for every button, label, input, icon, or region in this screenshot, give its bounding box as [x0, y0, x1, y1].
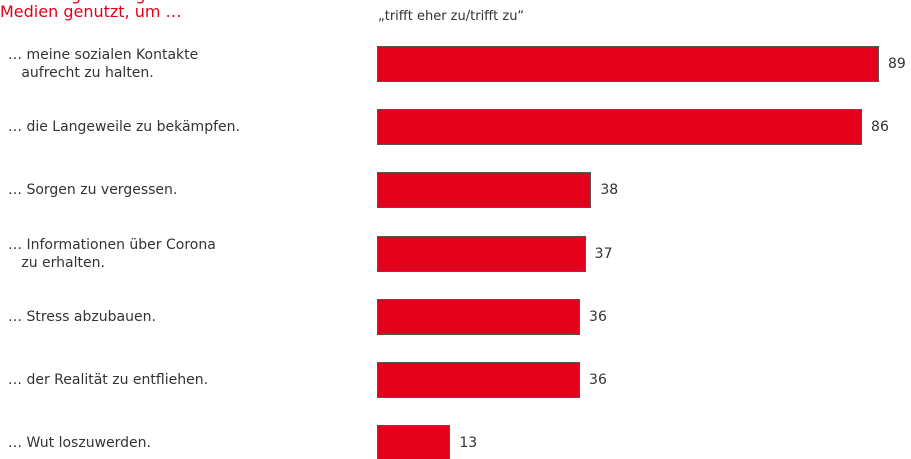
value-label: 89 [887, 56, 906, 72]
category-label: … Informationen über Corona zu erhalten. [8, 236, 216, 271]
category-label: … Stress abzubauen. [8, 308, 156, 325]
category-label: … Wut loszuwerden. [8, 435, 151, 452]
bar [377, 298, 581, 335]
value-label: 13 [459, 435, 478, 452]
bar [377, 235, 586, 272]
category-label: … meine sozialen Kontakte aufrecht zu ha… [8, 47, 199, 81]
value-label: 36 [589, 308, 607, 325]
chart-subtitle: „trifft eher zu/trifft zu“ [378, 9, 525, 24]
value-label: 37 [594, 245, 613, 262]
bar [377, 46, 879, 82]
value-label: 86 [871, 119, 889, 136]
bar [377, 109, 863, 146]
value-label: 36 [589, 372, 607, 388]
value-label: 38 [600, 182, 619, 199]
chart-title: Monat regelmäßig soziale Medien genutzt,… [0, 0, 206, 21]
category-label: … der Realität zu entfliehen. [8, 372, 209, 388]
category-label: … Sorgen zu vergessen. [8, 182, 178, 199]
category-label: … die Langeweile zu bekämpfen. [8, 119, 240, 136]
bar [377, 362, 581, 398]
bar [377, 172, 592, 209]
bar [377, 425, 451, 459]
